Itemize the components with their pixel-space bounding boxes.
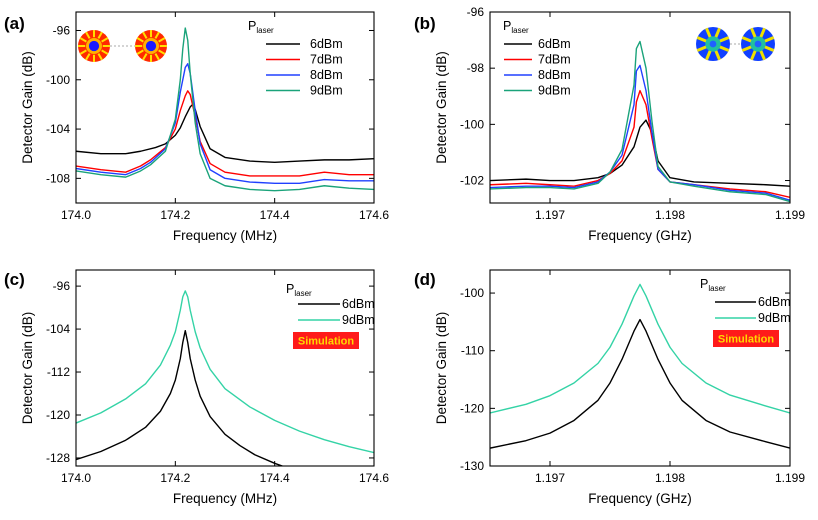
simulation-badge: Simulation <box>713 330 779 347</box>
legend-title: Plaser <box>286 282 312 298</box>
legend-title: Plaser <box>700 277 726 293</box>
y-axis-title: Detector Gain (dB) <box>434 51 449 164</box>
y-tick-label: -100 <box>46 73 70 87</box>
y-tick-label: -96 <box>467 5 485 19</box>
y-tick-label: -130 <box>460 459 484 473</box>
y-axis-title: Detector Gain (dB) <box>20 51 35 164</box>
plot-frame <box>489 11 791 204</box>
x-axis-title: Frequency (MHz) <box>173 491 277 506</box>
plot-frame <box>489 269 791 467</box>
y-tick-label: -120 <box>46 408 70 422</box>
x-tick-label: 1.197 <box>535 471 565 485</box>
series-line <box>490 89 790 199</box>
y-axis-title: Detector Gain (dB) <box>20 312 35 425</box>
panel-label: (d) <box>414 270 436 289</box>
y-tick-label: -104 <box>46 322 70 336</box>
legend-entry: 8dBm <box>538 68 571 82</box>
y-tick-label: -104 <box>46 122 70 136</box>
x-tick-label: 1.199 <box>775 208 805 222</box>
y-tick-label: -96 <box>53 23 71 37</box>
series-line <box>76 329 285 466</box>
panel-label: (b) <box>414 14 436 33</box>
mode-pattern-inset <box>696 27 775 61</box>
legend-entry: 7dBm <box>310 53 343 67</box>
series-line <box>76 27 374 192</box>
legend-entry: 9dBm <box>310 84 343 98</box>
legend-entry: 9dBm <box>538 84 571 98</box>
series-line <box>76 103 374 164</box>
y-tick-label: -128 <box>46 451 70 465</box>
x-tick-label: 174.4 <box>260 208 290 222</box>
x-tick-label: 1.197 <box>535 208 565 222</box>
legend-title: Plaser <box>248 19 274 35</box>
x-axis-title: Frequency (GHz) <box>588 228 692 243</box>
chart-panel-2: (b) 1.197 1.198 1.199 -96 -98 -100 -102 Frequenc… <box>414 5 805 243</box>
mode-pattern-inset <box>78 30 167 62</box>
series-line <box>490 64 790 201</box>
x-tick-label: 174.0 <box>61 471 91 485</box>
x-tick-label: 174.6 <box>359 471 389 485</box>
plot-frame <box>75 269 375 467</box>
legend-title: Plaser <box>503 19 529 35</box>
simulation-badge: Simulation <box>293 332 359 349</box>
y-tick-label: -100 <box>460 117 484 131</box>
series-line <box>490 283 790 414</box>
series-line <box>490 40 790 203</box>
x-tick-label: 174.2 <box>160 471 190 485</box>
y-tick-label: -112 <box>47 365 70 379</box>
series-line <box>76 290 374 454</box>
series-line <box>490 119 790 187</box>
legend-entry: 6dBm <box>758 295 791 309</box>
x-tick-label: 174.6 <box>359 208 389 222</box>
legend-entry: 6dBm <box>538 37 571 51</box>
legend: Plaser 6dBm 9dBm <box>286 282 375 327</box>
x-axis-title: Frequency (GHz) <box>588 491 692 506</box>
legend-entry: 6dBm <box>342 297 375 311</box>
legend-entry: 6dBm <box>310 37 343 51</box>
chart-panel-3: (c) 174.0 174.2 174.4 174.6 -96 -104 -112 -120 -1… <box>4 269 389 506</box>
x-tick-label: 174.4 <box>260 471 290 485</box>
y-tick-label: -100 <box>460 286 484 300</box>
svg-text:Simulation: Simulation <box>718 334 775 346</box>
chart-panel-4: (d) 1.197 1.198 1.199 -100 -110 -120 -130 Freque… <box>414 269 805 506</box>
x-axis-title: Frequency (MHz) <box>173 228 277 243</box>
legend-entry: 7dBm <box>538 53 571 67</box>
panel-label: (c) <box>4 270 25 289</box>
legend-entry: 8dBm <box>310 68 343 82</box>
x-tick-label: 1.199 <box>775 471 805 485</box>
svg-text:Simulation: Simulation <box>298 336 355 348</box>
y-tick-label: -110 <box>461 344 484 358</box>
panel-label: (a) <box>4 14 25 33</box>
series-line <box>490 318 790 449</box>
y-tick-label: -120 <box>460 401 484 415</box>
y-axis-title: Detector Gain (dB) <box>434 312 449 425</box>
y-tick-label: -102 <box>460 174 484 188</box>
series-line <box>76 90 374 177</box>
legend: Plaser 6dBm 9dBm <box>700 277 791 325</box>
x-tick-label: 1.198 <box>655 471 685 485</box>
legend-entry: 9dBm <box>758 311 791 325</box>
legend-entry: 9dBm <box>342 313 375 327</box>
y-tick-label: -108 <box>46 171 70 185</box>
plot-frame <box>75 11 375 204</box>
y-tick-label: -98 <box>467 61 485 75</box>
x-tick-label: 174.0 <box>61 208 91 222</box>
chart-panel-1: (a) 174.0 174.2 174.4 174.6 -96 -100 -104 -108 Fr… <box>4 11 389 243</box>
y-tick-label: -96 <box>53 279 71 293</box>
x-tick-label: 174.2 <box>160 208 190 222</box>
x-tick-label: 1.198 <box>655 208 685 222</box>
